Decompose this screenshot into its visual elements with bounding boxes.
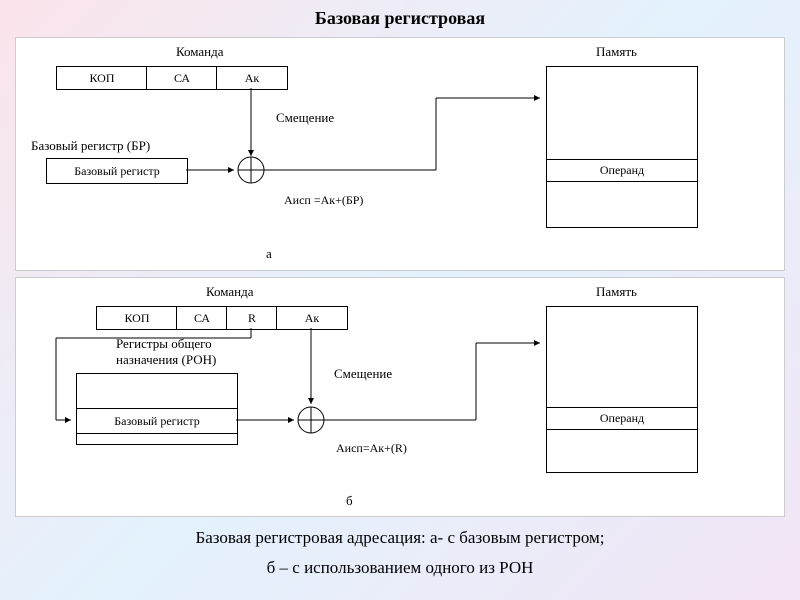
cmd-cell-kop-b: КОП (96, 306, 178, 330)
caption-line2: б – с использованием одного из РОН (0, 553, 800, 583)
cmd-cell-kop-a: КОП (56, 66, 148, 90)
cmd-cell-r-b: R (226, 306, 278, 330)
cmd-label-b: Команда (206, 284, 254, 300)
ron-label2-b: назначения (РОН) (116, 352, 216, 368)
cmd-cell-ca-b: СА (176, 306, 228, 330)
mem-label-b: Память (596, 284, 637, 300)
diagram-panel-a: Команда Память КОП СА Ак Смещение Базовы… (15, 37, 785, 271)
ron-label1-b: Регистры общего (116, 336, 212, 352)
offset-label-a: Смещение (276, 110, 334, 126)
cmd-cell-ca-a: СА (146, 66, 218, 90)
formula-b: Аисп=Ак+(R) (336, 441, 407, 456)
operand-a: Операнд (547, 159, 697, 182)
operand-b: Операнд (547, 407, 697, 430)
panel-letter-b: б (346, 493, 353, 509)
br-box-a: Базовый регистр (46, 158, 188, 184)
diagram-panel-b: Команда Память КОП СА R Ак Регистры обще… (15, 277, 785, 517)
cmd-cell-ak-a: Ак (216, 66, 288, 90)
mem-box-a: Операнд (546, 66, 698, 228)
page-title: Базовая регистровая (0, 0, 800, 37)
offset-label-b: Смещение (334, 366, 392, 382)
cmd-label-a: Команда (176, 44, 224, 60)
br-box-b: Базовый регистр (76, 408, 238, 434)
cmd-cell-ak-b: Ак (276, 306, 348, 330)
mem-label-a: Память (596, 44, 637, 60)
mem-box-b: Операнд (546, 306, 698, 473)
formula-a: Аисп =Ак+(БР) (284, 193, 363, 208)
caption-line1: Базовая регистровая адресация: а- с базо… (0, 523, 800, 553)
panel-letter-a: а (266, 246, 272, 262)
br-label-a: Базовый регистр (БР) (31, 138, 150, 154)
